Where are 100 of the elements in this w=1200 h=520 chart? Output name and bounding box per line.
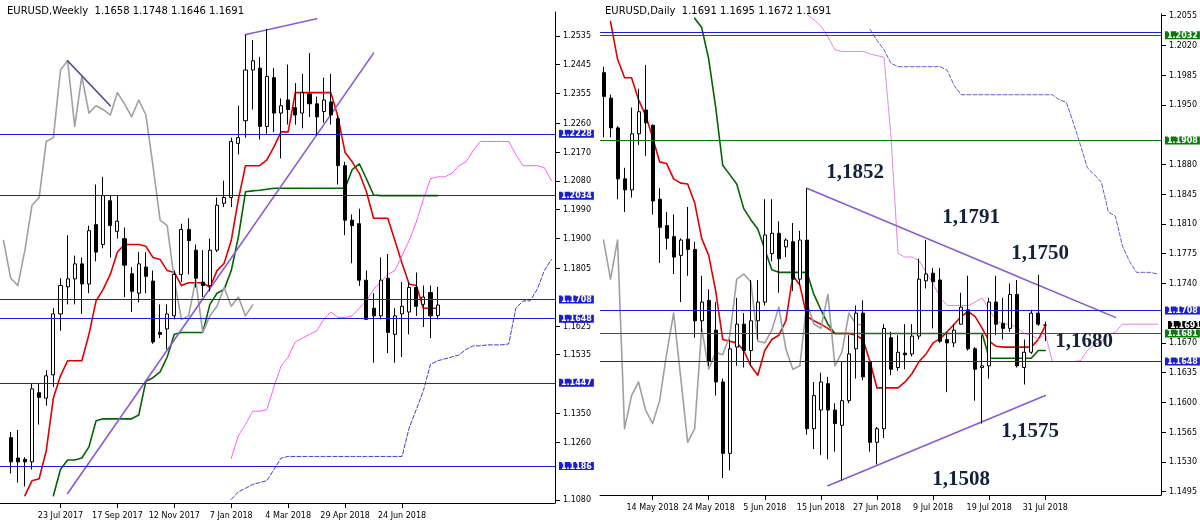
annotation: 1,1791: [942, 204, 1000, 228]
candlestick: [37, 382, 41, 426]
candlestick: [707, 288, 711, 367]
candlestick: [315, 95, 319, 137]
y-tick-label: 1.2445: [563, 60, 591, 70]
candlestick: [286, 64, 290, 126]
y-tick-label: 1.2535: [563, 31, 591, 41]
candlestick: [945, 331, 949, 393]
candlestick: [1001, 297, 1005, 340]
candlestick: [798, 230, 802, 286]
candlestick: [735, 297, 739, 367]
candlestick: [868, 361, 872, 453]
candlestick: [903, 323, 907, 370]
y-tick-label: 1.1950: [1169, 100, 1198, 110]
candlestick: [94, 183, 98, 262]
chart-title: EURUSD,Daily 1.1691 1.1695 1.1672 1.1691: [605, 4, 832, 16]
candlestick: [994, 275, 998, 336]
candlestick: [187, 217, 191, 275]
candlestick: [80, 257, 84, 315]
y-tick-label: 1.1900: [563, 233, 591, 243]
candlestick: [343, 161, 347, 236]
candlestick: [400, 281, 404, 358]
ref-line-label: 1.2032: [1167, 30, 1198, 40]
candlestick: [602, 66, 606, 138]
x-tick-label: 19 Jul 2018: [966, 502, 1012, 512]
candlestick: [236, 105, 240, 156]
y-tick-label: 1.1805: [563, 264, 591, 274]
candlestick: [826, 376, 830, 460]
candlestick: [201, 249, 205, 298]
line-series: [230, 140, 552, 459]
y-tick-label: 1.1565: [1169, 427, 1198, 437]
x-tick-label: 27 Jun 2018: [852, 502, 902, 512]
candlestick: [222, 180, 226, 208]
candlestick: [208, 238, 212, 292]
annotation: 1,1575: [1001, 418, 1059, 442]
y-tick-label: 1.1260: [563, 437, 591, 447]
y-tick-label: 1.1350: [563, 409, 591, 419]
y-tick-label: 1.2260: [563, 119, 591, 129]
candlestick: [293, 82, 297, 126]
y-tick-label: 1.2170: [563, 147, 591, 157]
x-tick-label: 7 Jan 2018: [209, 510, 253, 520]
candlestick: [700, 275, 704, 333]
y-tick-label: 1.2020: [1169, 40, 1198, 50]
y-tick-label: 1.1495: [1169, 487, 1198, 497]
ref-line-label: 1.1708: [1167, 306, 1199, 316]
y-tick-label: 1.1810: [1169, 219, 1198, 229]
candlestick: [9, 431, 13, 474]
candlestick: [840, 361, 844, 482]
ref-line-label: 1.1648: [1167, 357, 1199, 367]
candlestick: [658, 187, 662, 264]
candlestick: [1036, 274, 1040, 327]
candlestick: [215, 197, 219, 253]
candlestick: [350, 213, 354, 264]
annotation: 1,1508: [932, 466, 990, 490]
candlestick: [875, 426, 879, 465]
candlestick: [728, 338, 732, 471]
candlestick: [966, 275, 970, 352]
candlestick: [980, 334, 984, 425]
candlestick: [58, 277, 63, 332]
ref-line-label: 1.1447: [561, 378, 592, 388]
candlestick: [44, 369, 48, 407]
candlestick: [73, 255, 77, 305]
candlestick: [1022, 338, 1026, 386]
y-tick-label: 1.1670: [1169, 338, 1198, 348]
candlestick: [243, 34, 248, 139]
candlestick: [931, 267, 935, 329]
candlestick: [679, 237, 683, 303]
candlestick: [896, 334, 900, 372]
y-tick-label: 1.1080: [563, 495, 591, 505]
x-tick-label: 29 Apr 2018: [320, 510, 370, 520]
candlestick: [165, 303, 169, 350]
candlestick: [272, 67, 276, 133]
candlestick: [791, 222, 795, 292]
candlestick: [819, 372, 823, 456]
ref-line-label: 1.1681: [1167, 329, 1199, 339]
candlestick: [122, 227, 127, 298]
candlestick: [959, 292, 963, 325]
y-tick-label: 1.2080: [563, 176, 591, 186]
candlestick: [1008, 282, 1012, 333]
line-series: [230, 258, 552, 500]
candlestick: [910, 323, 914, 357]
y-tick-label: 1.1600: [1169, 397, 1198, 407]
x-tick-label: 4 Mar 2018: [265, 510, 311, 520]
candlestick: [665, 211, 669, 250]
candlestick: [742, 312, 746, 369]
y-tick-label: 1.1535: [563, 350, 591, 360]
candlestick: [616, 125, 620, 200]
line-series: [24, 91, 439, 497]
y-tick-label: 1.1635: [1169, 368, 1198, 378]
y-tick-label: 1.2355: [563, 88, 591, 98]
candlestick: [307, 52, 312, 118]
candlestick: [428, 285, 433, 339]
candlestick: [637, 88, 641, 146]
candlestick: [882, 323, 886, 439]
ref-line-label: 1.1648: [561, 314, 593, 324]
line-series: [806, 13, 1158, 363]
candlestick: [386, 253, 390, 354]
x-tick-label: 15 Jun 2018: [796, 502, 845, 512]
ref-line-label: 1.1908: [1167, 136, 1199, 146]
candlestick: [805, 187, 809, 436]
